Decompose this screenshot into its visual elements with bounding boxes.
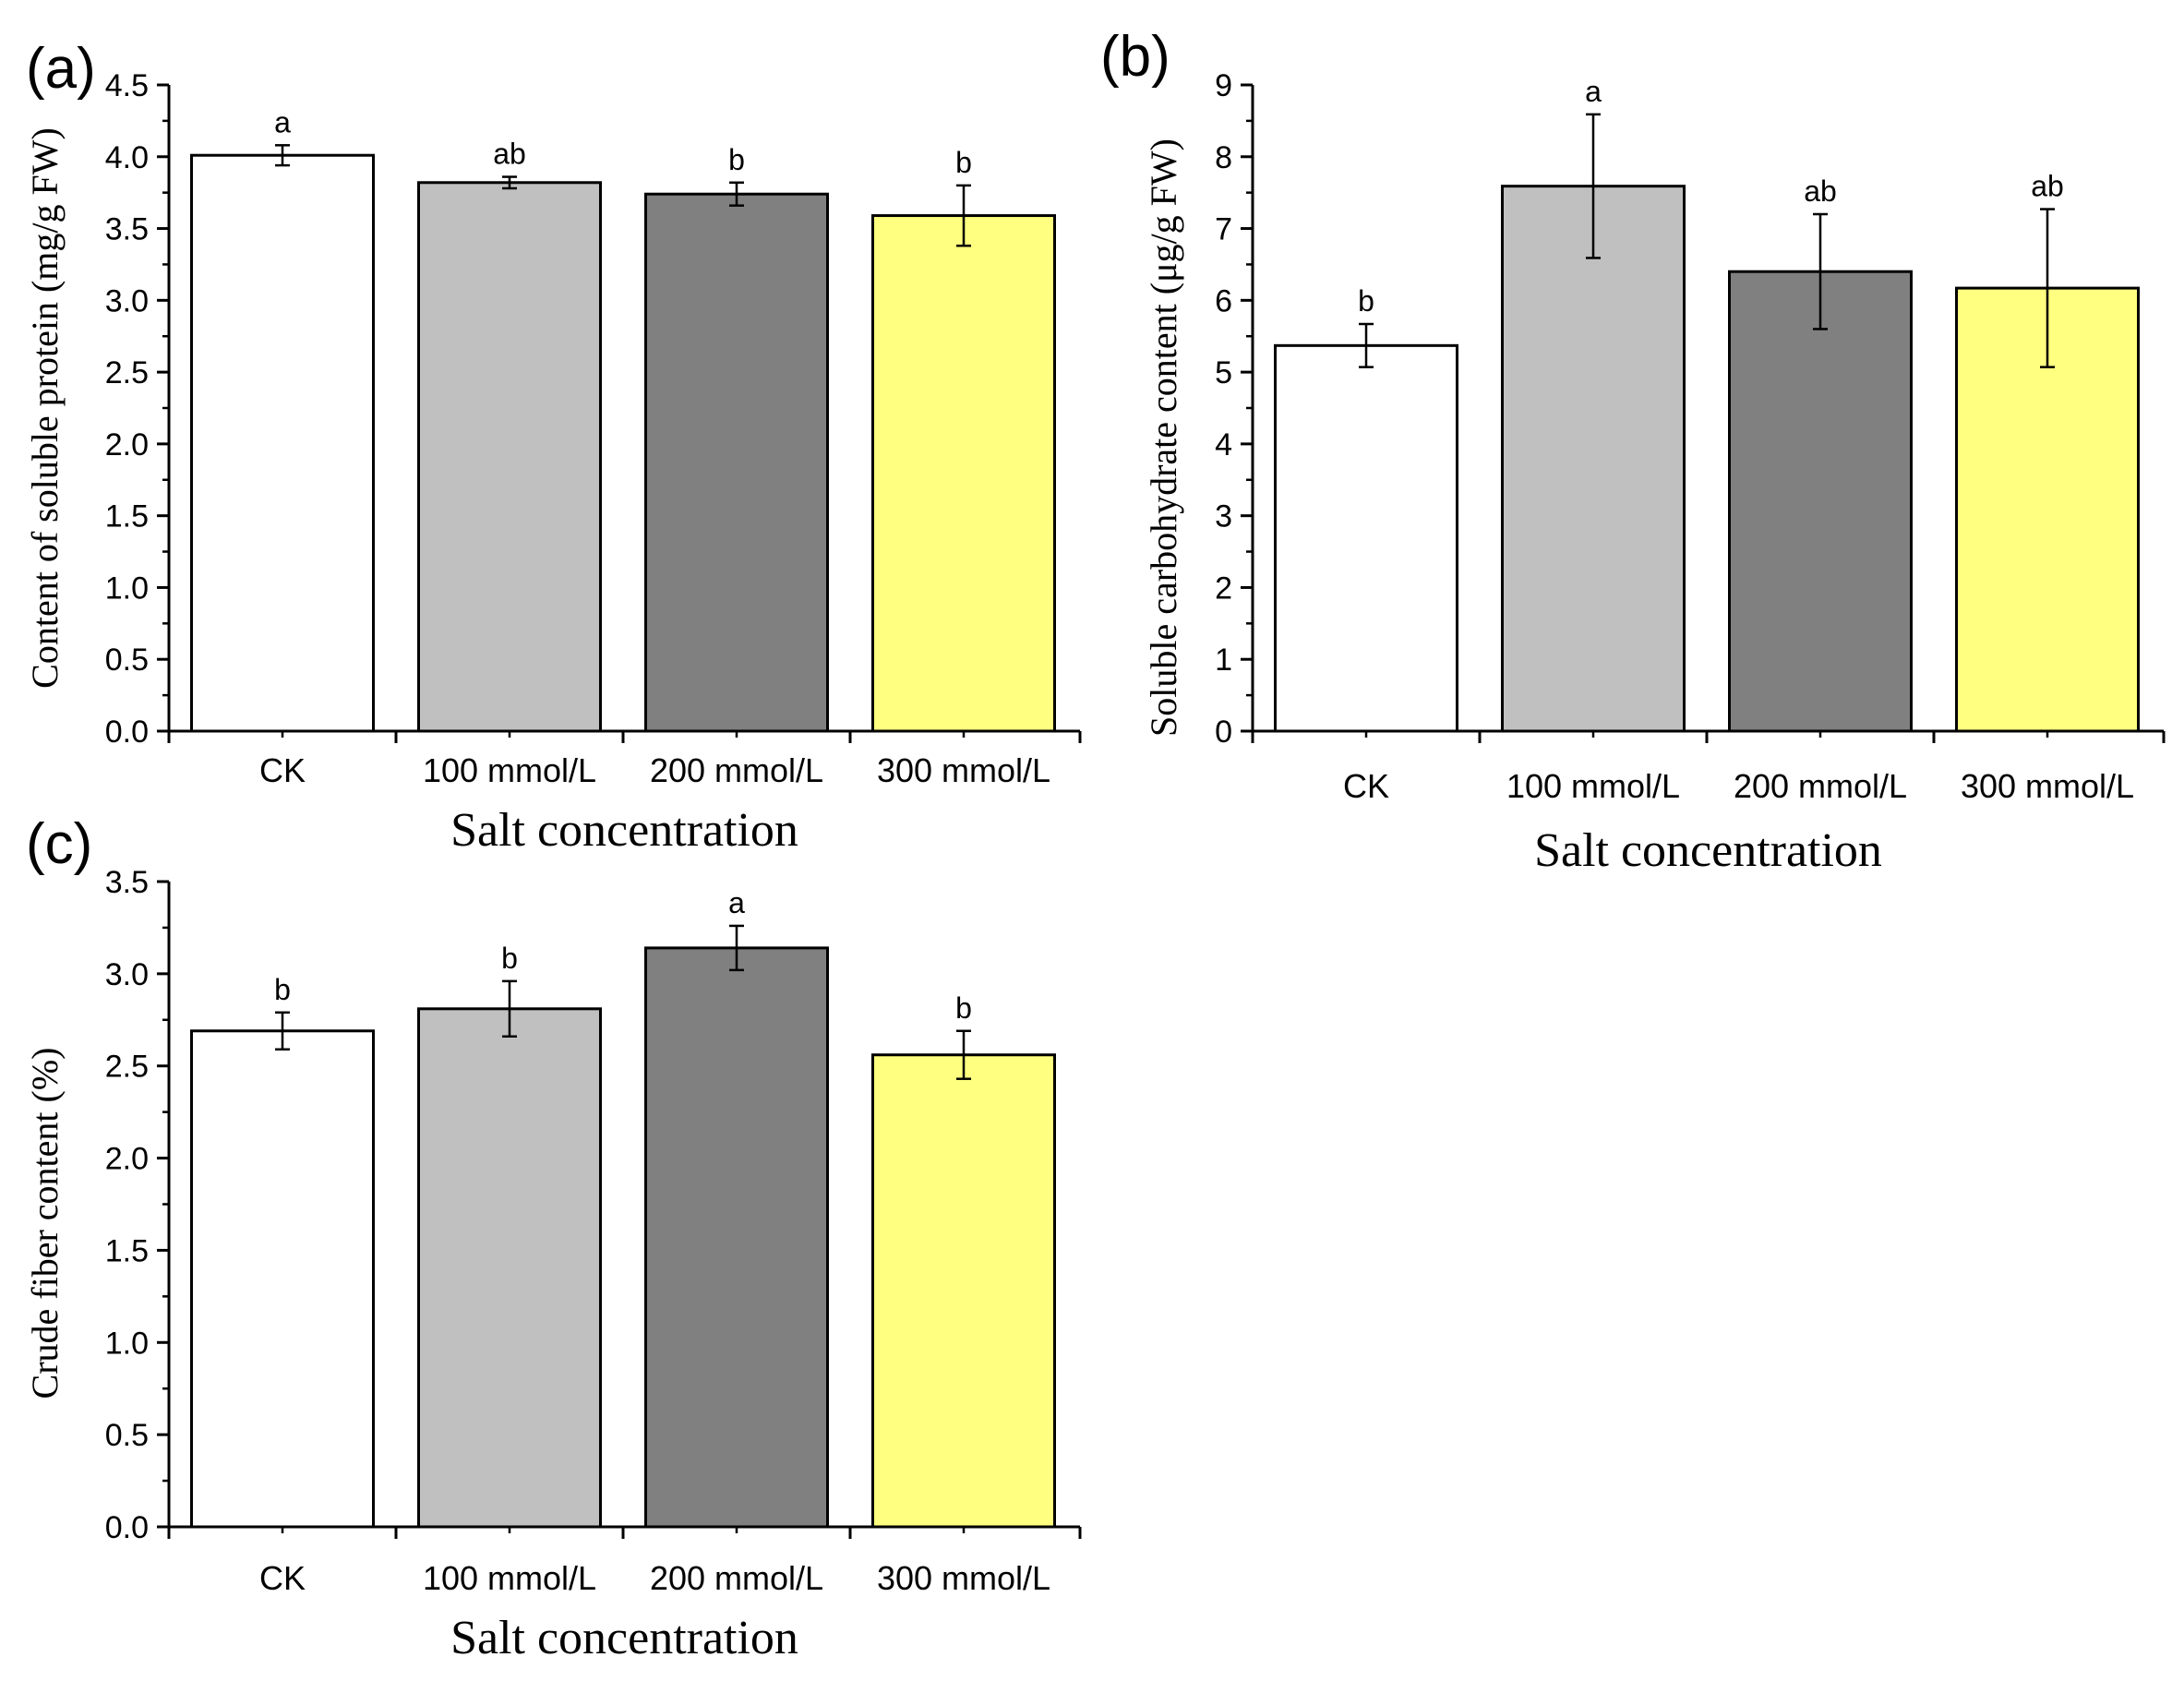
y-tick-label: 3 (1215, 499, 1232, 534)
x-tick-label: 200 mmol/L (1734, 767, 1907, 805)
y-tick-label: 1.0 (105, 1326, 149, 1361)
y-tick-label: 1 (1215, 642, 1232, 678)
y-tick-label: 3.5 (105, 212, 149, 247)
y-tick-label: 8 (1215, 140, 1232, 175)
y-tick-label: 2.0 (105, 427, 149, 462)
significance-letter: a (274, 105, 291, 138)
y-tick-label: 9 (1215, 68, 1232, 103)
y-tick-label: 2.5 (105, 1050, 149, 1085)
significance-letter: b (955, 146, 972, 179)
x-axis-title: Salt concentration (1534, 824, 1882, 877)
y-axis-title: Soluble carbohydrate content (μg/g FW) (1143, 138, 1184, 737)
bar (417, 1007, 602, 1529)
y-tick-label: 2.5 (105, 355, 149, 390)
x-tick-label: 300 mmol/L (877, 751, 1050, 789)
y-tick-label: 2 (1215, 570, 1232, 606)
x-tick-label: 300 mmol/L (1961, 767, 2134, 805)
bar (644, 192, 829, 733)
panel-label: (c) (26, 812, 92, 876)
y-tick-label: 0.0 (105, 714, 149, 750)
y-tick-label: 0.0 (105, 1510, 149, 1545)
x-tick-label: 100 mmol/L (1506, 767, 1680, 805)
significance-letter: b (501, 942, 518, 975)
y-axis-title: Crude fiber content (%) (24, 1048, 66, 1399)
x-tick-label: 200 mmol/L (650, 1559, 823, 1597)
y-tick-label: 2.0 (105, 1142, 149, 1177)
significance-letter: ab (2031, 170, 2064, 203)
y-axis-title: Content of soluble protein (mg/g FW) (24, 127, 66, 689)
significance-letter: b (1358, 284, 1374, 318)
y-tick-label: 5 (1215, 355, 1232, 390)
y-tick-label: 1.0 (105, 570, 149, 606)
y-tick-label: 1.5 (105, 1233, 149, 1268)
y-tick-label: 3.0 (105, 957, 149, 992)
y-tick-label: 6 (1215, 283, 1232, 318)
y-tick-label: 0.5 (105, 642, 149, 678)
y-tick-label: 1.5 (105, 499, 149, 534)
y-tick-label: 3.0 (105, 283, 149, 318)
significance-letter: ab (1804, 174, 1837, 208)
y-tick-label: 4.5 (105, 68, 149, 103)
bar (1501, 185, 1686, 733)
significance-letter: b (274, 973, 291, 1006)
significance-letter: ab (493, 138, 526, 171)
bar (1274, 343, 1458, 733)
x-axis-title: Salt concentration (450, 1612, 798, 1664)
y-tick-label: 4.0 (105, 140, 149, 175)
y-tick-label: 4 (1215, 427, 1232, 462)
x-tick-label: 200 mmol/L (650, 751, 823, 789)
chart-panel-3: 0.0 0.5 1.0 1.5 2.0 2.5 3.0 3.5 b CK b 100 mmol/L a 2… (24, 812, 1082, 1664)
significance-letter: b (955, 991, 972, 1025)
bar (644, 946, 829, 1529)
y-tick-label: 0.5 (105, 1418, 149, 1453)
bar (417, 181, 602, 733)
chart-panel-1: 0.0 0.5 1.0 1.5 2.0 2.5 3.0 3.5 4.0 4.5 a CK ab 100 m… (24, 37, 1082, 857)
bar (871, 1053, 1056, 1529)
x-tick-label: 100 mmol/L (423, 751, 596, 789)
x-tick-label: 100 mmol/L (423, 1559, 596, 1597)
y-tick-label: 0 (1215, 714, 1232, 750)
y-tick-label: 3.5 (105, 865, 149, 900)
bar (190, 1029, 375, 1529)
significance-letter: a (1585, 75, 1602, 108)
x-tick-label: CK (259, 751, 306, 789)
x-tick-label: 300 mmol/L (877, 1559, 1050, 1597)
significance-letter: a (728, 886, 745, 919)
x-axis-title: Salt concentration (450, 804, 798, 857)
significance-letter: b (728, 143, 745, 176)
panel-label: (a) (26, 37, 96, 101)
bar (871, 214, 1056, 733)
y-tick-label: 7 (1215, 212, 1232, 247)
panel-label: (b) (1100, 25, 1170, 89)
bar (190, 153, 375, 733)
chart-panel-2: 0 1 2 3 4 5 6 7 8 9 b CK a 100 mmol/L ab 200 mmol/L ab 30… (1100, 25, 2166, 877)
bar (1728, 270, 1913, 733)
x-tick-label: CK (1343, 767, 1389, 805)
x-tick-label: CK (259, 1559, 306, 1597)
